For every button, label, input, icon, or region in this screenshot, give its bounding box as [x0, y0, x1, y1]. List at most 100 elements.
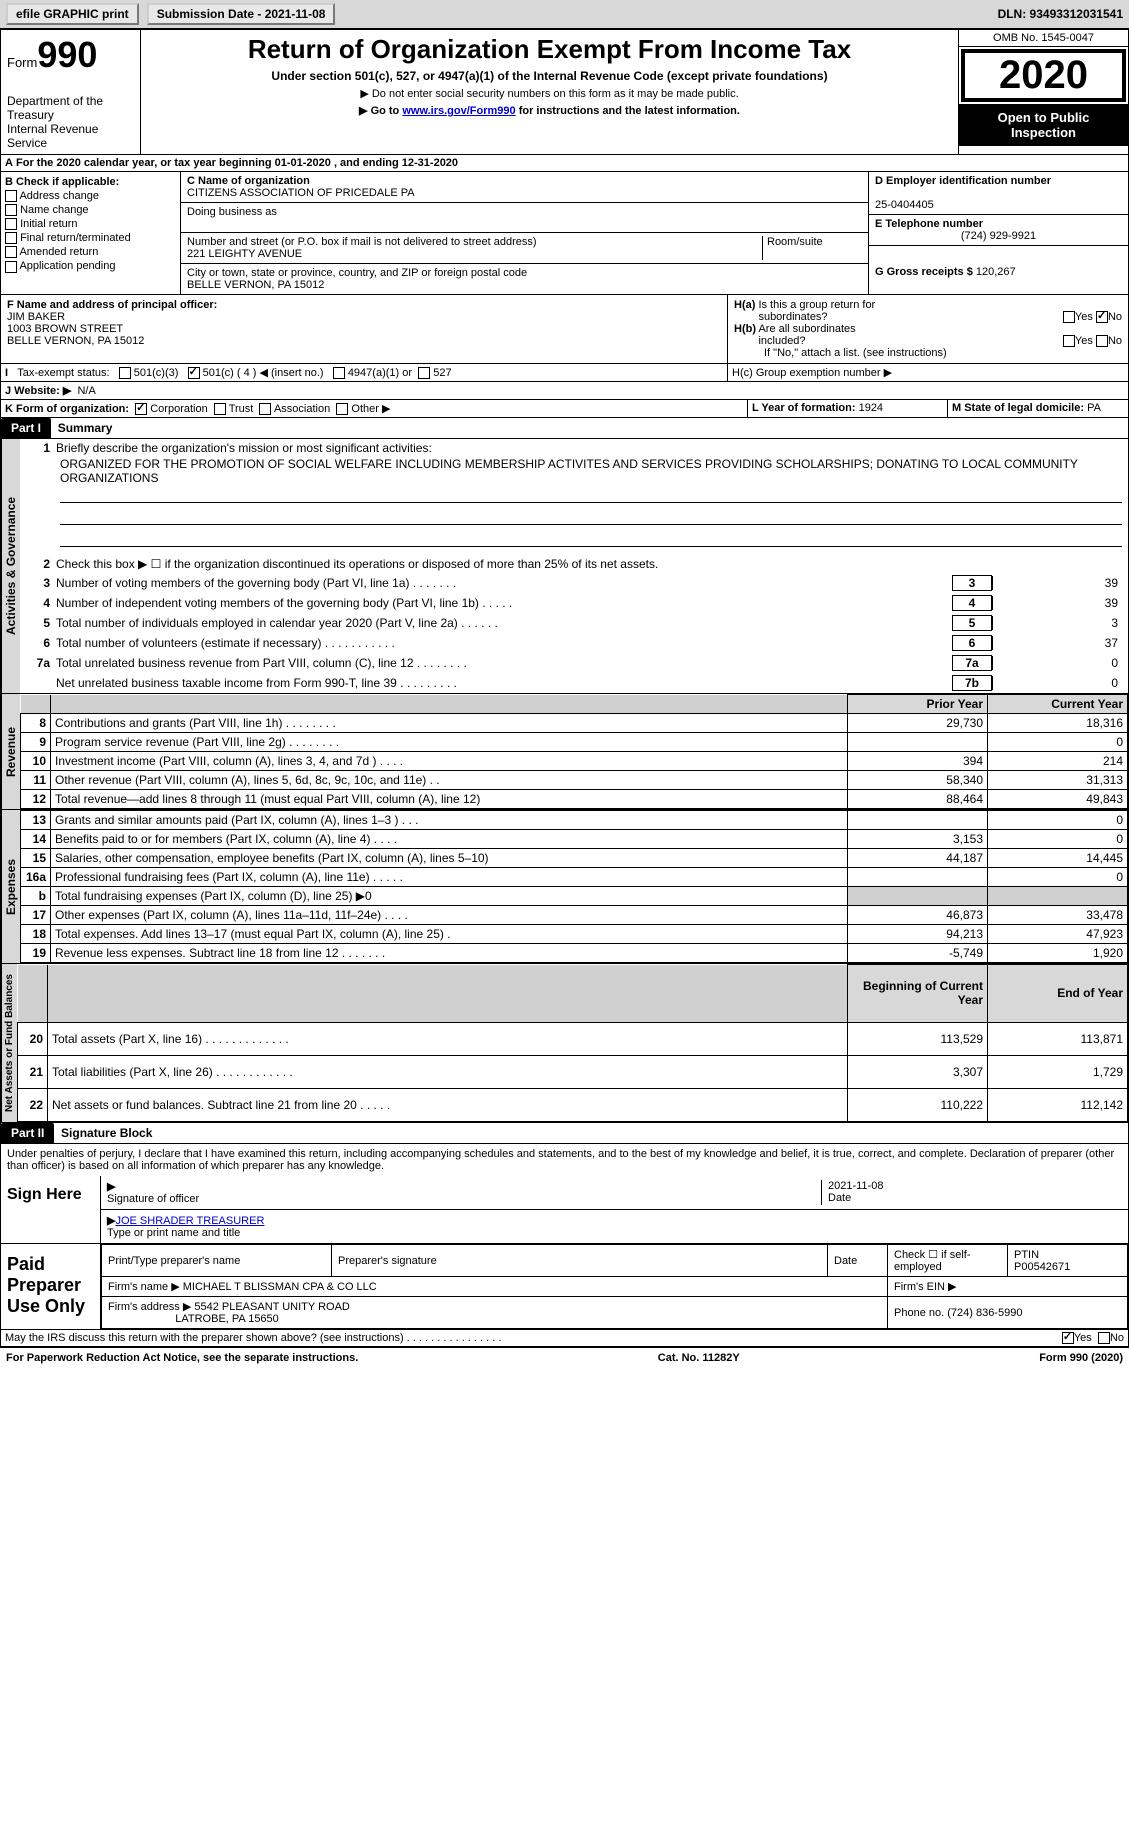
net-assets-section: Net Assets or Fund Balances Beginning of… [0, 964, 1129, 1123]
type-name-label: Type or print name and title [107, 1227, 240, 1239]
prep-phone: (724) 836-5990 [947, 1307, 1022, 1319]
vtab-expenses: Expenses [1, 810, 20, 963]
street-address: 221 LEIGHTY AVENUE [187, 248, 302, 260]
firm-addr1: 5542 PLEASANT UNITY ROAD [194, 1301, 350, 1313]
dba-label: Doing business as [187, 206, 277, 218]
revenue-section: Revenue Prior YearCurrent Year8Contribut… [0, 694, 1129, 810]
city-label: City or town, state or province, country… [187, 267, 527, 279]
sig-officer-label: Signature of officer [107, 1193, 199, 1205]
firm-name-label: Firm's name ▶ [108, 1281, 180, 1293]
sign-here-label: Sign Here [1, 1176, 101, 1243]
domicile-label: M State of legal domicile: [952, 402, 1084, 414]
officer-name-link[interactable]: JOE SHRADER TREASURER [115, 1215, 264, 1227]
table-row: 19Revenue less expenses. Subtract line 1… [21, 944, 1128, 963]
discuss-no[interactable] [1098, 1332, 1110, 1344]
f-label: F Name and address of principal officer: [7, 299, 217, 311]
firm-name: MICHAEL T BLISSMAN CPA & CO LLC [183, 1281, 377, 1293]
instr-post: for instructions and the latest informat… [516, 105, 740, 117]
subtitle: Under section 501(c), 527, or 4947(a)(1)… [149, 69, 950, 83]
phone-label: E Telephone number [875, 218, 983, 230]
omb-number: OMB No. 1545-0047 [959, 30, 1128, 47]
chk-corp[interactable] [135, 403, 147, 415]
efile-print-button[interactable]: efile GRAPHIC print [6, 3, 139, 25]
chk-527[interactable] [418, 367, 430, 379]
officer-addr1: 1003 BROWN STREET [7, 323, 123, 335]
prep-sig-label: Preparer's signature [332, 1245, 828, 1277]
table-row: 18Total expenses. Add lines 13–17 (must … [21, 925, 1128, 944]
chk-address-change[interactable]: Address change [5, 190, 176, 202]
signature-block: Sign Here ▶Signature of officer2021-11-0… [0, 1176, 1129, 1244]
dept-treasury: Department of the TreasuryInternal Reven… [7, 94, 134, 150]
table-row: 12Total revenue—add lines 8 through 11 (… [21, 790, 1128, 809]
table-row: 17Other expenses (Part IX, column (A), l… [21, 906, 1128, 925]
mission-text: ORGANIZED FOR THE PROMOTION OF SOCIAL WE… [20, 457, 1128, 485]
sig-date: 2021-11-08 [828, 1180, 883, 1192]
table-row: 22Net assets or fund balances. Subtract … [18, 1089, 1128, 1122]
hb-note: If "No," attach a list. (see instruction… [734, 347, 1122, 359]
discuss-yes[interactable] [1062, 1332, 1074, 1344]
chk-trust[interactable] [214, 403, 226, 415]
submission-date-button[interactable]: Submission Date - 2021-11-08 [147, 3, 336, 25]
chk-initial-return[interactable]: Initial return [5, 218, 176, 230]
gross-receipts-label: G Gross receipts $ [875, 266, 973, 278]
c-name-label: C Name of organization [187, 175, 310, 187]
prep-name-label: Print/Type preparer's name [102, 1245, 332, 1277]
summary-section: Activities & Governance 1Briefly describ… [0, 439, 1129, 694]
chk-501c[interactable] [188, 367, 200, 379]
k-label: K Form of organization: [5, 403, 129, 415]
table-row: 8Contributions and grants (Part VIII, li… [21, 714, 1128, 733]
addr-label: Number and street (or P.O. box if mail i… [187, 236, 537, 248]
part1-subtitle: Summary [58, 421, 113, 435]
chk-other[interactable] [336, 403, 348, 415]
chk-4947[interactable] [333, 367, 345, 379]
ha-no[interactable] [1096, 311, 1108, 323]
chk-amended[interactable]: Amended return [5, 246, 176, 258]
discuss-text: May the IRS discuss this return with the… [5, 1332, 501, 1344]
officer-addr2: BELLE VERNON, PA 15012 [7, 335, 144, 347]
chk-app-pending[interactable]: Application pending [5, 260, 176, 272]
city-state-zip: BELLE VERNON, PA 15012 [187, 279, 324, 291]
table-row: 16aProfessional fundraising fees (Part I… [21, 868, 1128, 887]
penalties-text: Under penalties of perjury, I declare th… [0, 1144, 1129, 1176]
firm-addr-label: Firm's address ▶ [108, 1301, 191, 1313]
hb-yes[interactable] [1063, 335, 1075, 347]
dln-label: DLN: 93493312031541 [998, 7, 1123, 21]
hb-no[interactable] [1096, 335, 1108, 347]
hc-label: H(c) Group exemption number ▶ [728, 364, 1128, 381]
vtab-revenue: Revenue [1, 694, 20, 809]
org-name: CITIZENS ASSOCIATION OF PRICEDALE PA [187, 187, 415, 199]
prep-phone-label: Phone no. [894, 1307, 944, 1319]
ein-value: 25-0404405 [875, 199, 934, 211]
pra-notice: For Paperwork Reduction Act Notice, see … [6, 1352, 358, 1364]
main-title: Return of Organization Exempt From Incom… [149, 34, 950, 65]
website-label: J Website: ▶ [5, 385, 71, 397]
open-public-badge: Open to Public Inspection [959, 104, 1128, 146]
instr-pre: ▶ Go to [359, 105, 402, 117]
ptin-label: PTIN [1014, 1249, 1039, 1261]
chk-name-change[interactable]: Name change [5, 204, 176, 216]
table-row: 20Total assets (Part X, line 16) . . . .… [18, 1022, 1128, 1055]
chk-assoc[interactable] [259, 403, 271, 415]
form-label: Form [7, 55, 37, 70]
phone-value: (724) 929-9921 [875, 230, 1122, 242]
table-row: 9Program service revenue (Part VIII, lin… [21, 733, 1128, 752]
chk-final-return[interactable]: Final return/terminated [5, 232, 176, 244]
part2-header: Part II [1, 1123, 54, 1143]
form-header: Form990 Department of the TreasuryIntern… [0, 29, 1129, 155]
tax-year: 2020 [961, 49, 1126, 102]
page-footer: For Paperwork Reduction Act Notice, see … [0, 1347, 1129, 1368]
chk-501c3[interactable] [119, 367, 131, 379]
ha-yes[interactable] [1063, 311, 1075, 323]
table-row: 10Investment income (Part VIII, column (… [21, 752, 1128, 771]
paid-preparer-label: Paid Preparer Use Only [1, 1244, 101, 1329]
domicile-state: PA [1087, 402, 1101, 414]
instr-ssn: ▶ Do not enter social security numbers o… [149, 87, 950, 100]
form990-link[interactable]: www.irs.gov/Form990 [402, 105, 515, 117]
year-formation-label: L Year of formation: [752, 402, 856, 414]
officer-name: JIM BAKER [7, 311, 65, 323]
expenses-section: Expenses 13Grants and similar amounts pa… [0, 810, 1129, 964]
part1-header: Part I [1, 418, 51, 438]
instr-goto: ▶ Go to www.irs.gov/Form990 for instruct… [149, 104, 950, 117]
table-row: 13Grants and similar amounts paid (Part … [21, 811, 1128, 830]
self-employed-check[interactable]: Check ☐ if self-employed [888, 1245, 1008, 1277]
